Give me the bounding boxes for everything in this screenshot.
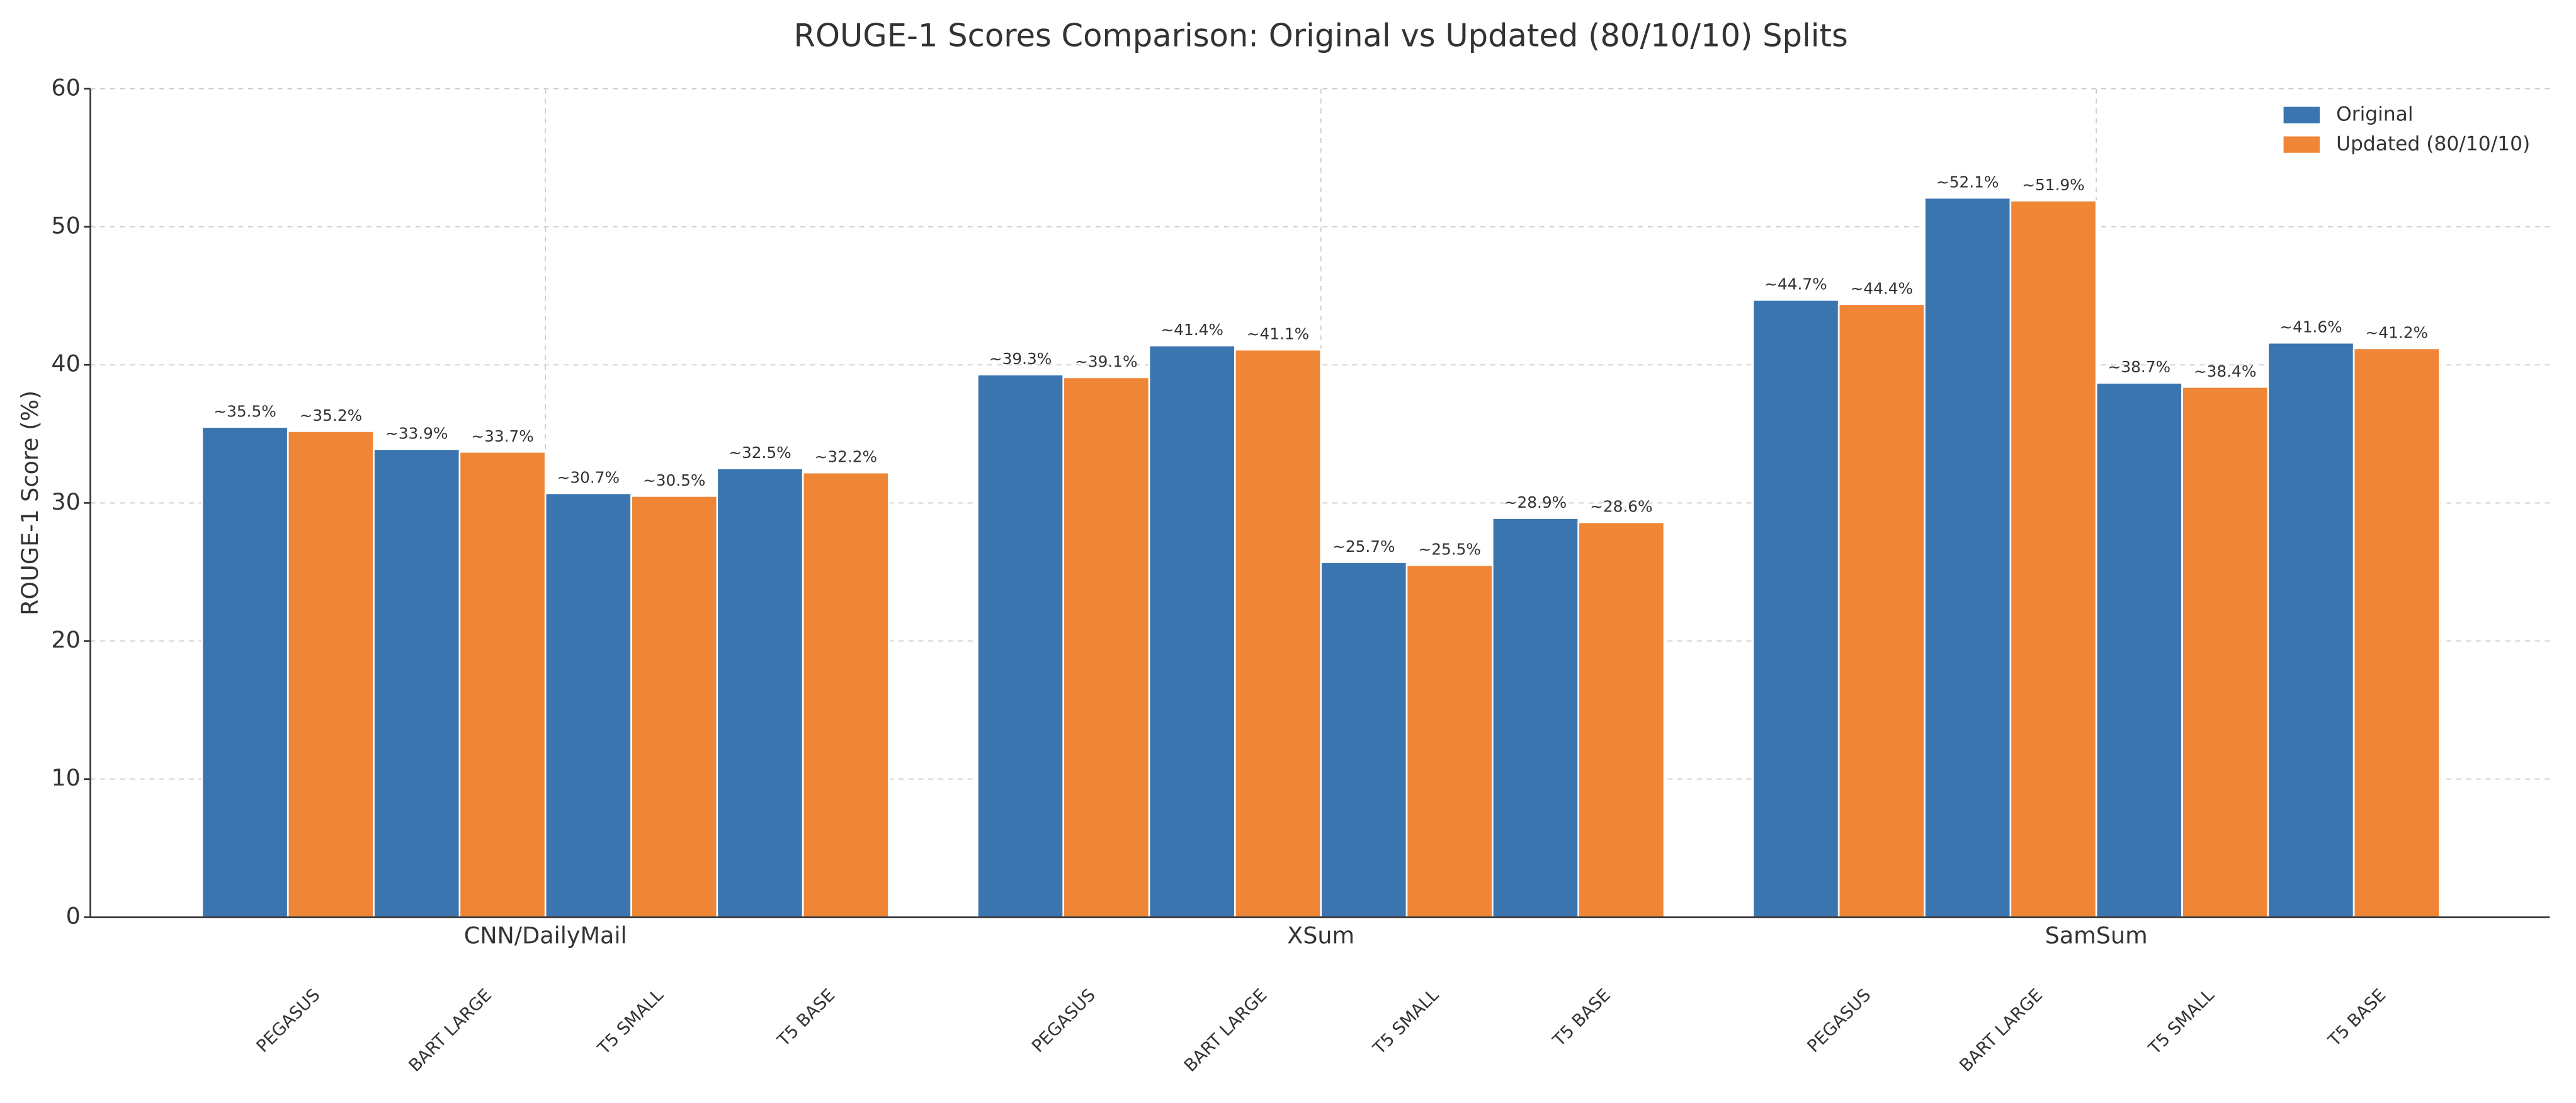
bar — [201, 426, 289, 918]
y-tick-label: 20 — [51, 626, 80, 653]
y-tick-label: 40 — [51, 350, 80, 377]
data-label: ~41.6% — [2279, 318, 2342, 336]
data-label: ~25.7% — [1332, 537, 1395, 556]
data-label: ~28.9% — [1504, 493, 1567, 511]
chart-title: ROUGE-1 Scores Comparison: Original vs U… — [794, 18, 1848, 54]
x-tick-label: BART LARGE — [405, 985, 496, 1076]
y-tick-label: 50 — [51, 212, 80, 239]
bar — [1062, 376, 1150, 918]
x-tick-label: T5 BASE — [2324, 985, 2390, 1051]
bar — [458, 451, 547, 918]
x-tick-label: BART LARGE — [1181, 985, 1271, 1076]
data-label: ~52.1% — [1936, 173, 1999, 191]
data-label: ~33.7% — [471, 427, 533, 445]
data-label: ~32.2% — [815, 448, 877, 466]
bar — [544, 492, 632, 918]
x-tick-label: T5 SMALL — [2145, 985, 2218, 1059]
bar — [977, 374, 1065, 918]
legend-swatch — [2283, 106, 2320, 123]
data-label: ~39.1% — [1075, 352, 1137, 370]
bar — [1234, 348, 1322, 918]
bar — [1405, 564, 1494, 918]
group-label: XSum — [1287, 922, 1354, 949]
data-label: ~35.5% — [213, 402, 276, 420]
data-label: ~32.5% — [729, 443, 791, 462]
bar — [630, 495, 718, 918]
bar — [716, 467, 804, 918]
data-label: ~30.7% — [557, 469, 620, 487]
data-label: ~28.6% — [1590, 498, 1652, 516]
data-label: ~39.3% — [989, 350, 1052, 368]
data-label: ~33.9% — [385, 424, 448, 442]
data-label: ~38.7% — [2108, 358, 2170, 376]
legend-label: Original — [2336, 103, 2413, 126]
bar — [287, 430, 375, 918]
y-axis-label: ROUGE-1 Score (%) — [16, 391, 43, 615]
group-label: SamSum — [2045, 922, 2148, 949]
bar — [1577, 521, 1665, 918]
data-label: ~41.1% — [1247, 325, 1309, 343]
bar — [2181, 386, 2269, 918]
y-tick-label: 0 — [66, 902, 81, 929]
group-label: CNN/DailyMail — [464, 922, 627, 949]
bar — [2267, 341, 2355, 918]
x-tick-label: T5 SMALL — [594, 985, 667, 1059]
bar — [1492, 517, 1579, 918]
bar — [2095, 382, 2183, 918]
bar — [373, 448, 461, 918]
y-tick-label: 10 — [51, 764, 80, 791]
data-label: ~44.7% — [1764, 275, 1827, 294]
x-tick-label: PEGASUS — [1804, 985, 1875, 1056]
data-label: ~38.4% — [2194, 362, 2256, 380]
bar — [1924, 197, 2012, 918]
x-tick-label: PEGASUS — [253, 985, 324, 1056]
data-label: ~35.2% — [300, 406, 362, 425]
bar — [2009, 200, 2097, 918]
legend-label: Updated (80/10/10) — [2336, 133, 2530, 156]
x-tick-label: T5 SMALL — [1369, 985, 1443, 1059]
data-label: ~30.5% — [643, 471, 705, 489]
data-label: ~25.5% — [1418, 540, 1480, 559]
legend-swatch — [2283, 136, 2320, 153]
x-tick-label: T5 BASE — [773, 985, 839, 1051]
x-tick-label: BART LARGE — [1956, 985, 2046, 1076]
data-label: ~41.2% — [2366, 323, 2428, 341]
data-label: ~51.9% — [2022, 176, 2084, 194]
data-label: ~44.4% — [1851, 279, 1913, 297]
bar — [1837, 303, 1926, 918]
x-tick-label: T5 BASE — [1549, 985, 1614, 1051]
bar — [2352, 347, 2441, 918]
y-tick-label: 30 — [51, 488, 80, 515]
bar — [1752, 299, 1840, 918]
y-tick-label: 60 — [51, 74, 80, 101]
bar — [802, 471, 890, 918]
data-label: ~41.4% — [1160, 321, 1223, 339]
bar — [1148, 345, 1236, 918]
x-tick-label: PEGASUS — [1028, 985, 1099, 1056]
bar — [1320, 561, 1408, 918]
